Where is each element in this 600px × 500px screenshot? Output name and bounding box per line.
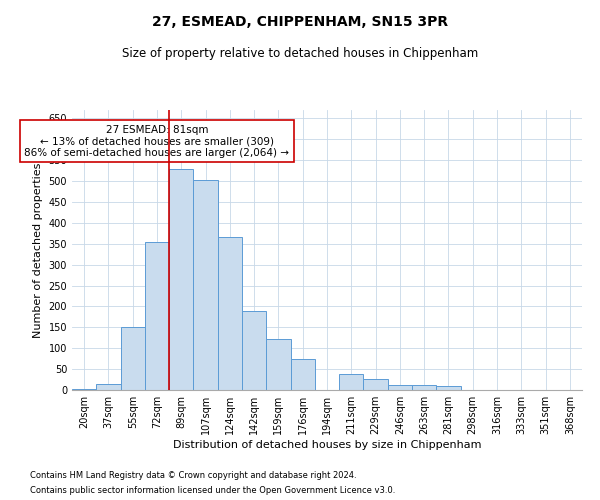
Bar bbox=[364, 378, 388, 390]
X-axis label: Distribution of detached houses by size in Chippenham: Distribution of detached houses by size … bbox=[173, 440, 481, 450]
Bar bbox=[218, 238, 242, 390]
Bar bbox=[121, 328, 145, 390]
Y-axis label: Number of detached properties: Number of detached properties bbox=[33, 162, 43, 338]
Bar bbox=[72, 388, 96, 390]
Bar bbox=[339, 374, 364, 390]
Text: Contains public sector information licensed under the Open Government Licence v3: Contains public sector information licen… bbox=[30, 486, 395, 495]
Bar bbox=[412, 386, 436, 390]
Bar bbox=[290, 358, 315, 390]
Text: Size of property relative to detached houses in Chippenham: Size of property relative to detached ho… bbox=[122, 48, 478, 60]
Bar bbox=[436, 386, 461, 390]
Text: Contains HM Land Registry data © Crown copyright and database right 2024.: Contains HM Land Registry data © Crown c… bbox=[30, 471, 356, 480]
Bar bbox=[193, 180, 218, 390]
Bar bbox=[96, 384, 121, 390]
Bar bbox=[388, 386, 412, 390]
Bar bbox=[266, 339, 290, 390]
Text: 27 ESMEAD: 81sqm
← 13% of detached houses are smaller (309)
86% of semi-detached: 27 ESMEAD: 81sqm ← 13% of detached house… bbox=[25, 124, 290, 158]
Bar bbox=[169, 170, 193, 390]
Bar bbox=[242, 312, 266, 390]
Bar bbox=[145, 242, 169, 390]
Text: 27, ESMEAD, CHIPPENHAM, SN15 3PR: 27, ESMEAD, CHIPPENHAM, SN15 3PR bbox=[152, 15, 448, 29]
